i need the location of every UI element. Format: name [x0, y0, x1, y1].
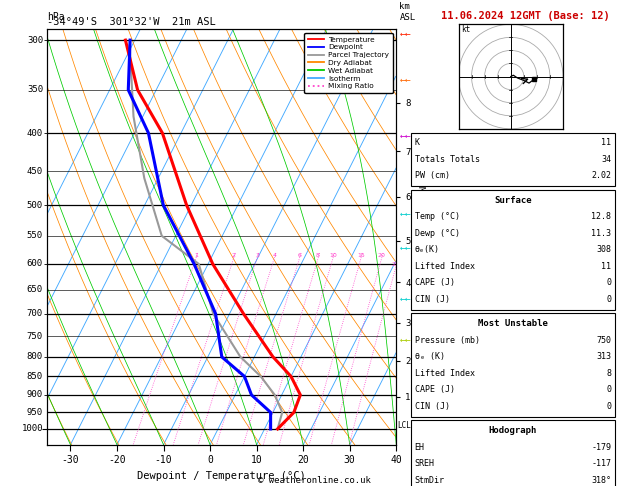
Text: 600: 600	[27, 260, 43, 268]
Text: 0: 0	[606, 385, 611, 394]
Text: StmDir: StmDir	[415, 476, 445, 485]
Text: km
ASL: km ASL	[399, 2, 416, 22]
Text: Dewp (°C): Dewp (°C)	[415, 229, 460, 238]
Text: ←←: ←←	[399, 335, 411, 345]
Text: Temp (°C): Temp (°C)	[415, 212, 460, 221]
Text: kt: kt	[461, 25, 470, 34]
Text: 6: 6	[298, 253, 301, 258]
Text: 800: 800	[27, 352, 43, 362]
Text: 450: 450	[27, 167, 43, 175]
Text: Hodograph: Hodograph	[489, 426, 537, 435]
Text: 313: 313	[596, 352, 611, 361]
Y-axis label: Mixing Ratio (g/kg): Mixing Ratio (g/kg)	[416, 186, 425, 288]
Text: LCL: LCL	[397, 421, 411, 430]
Text: PW (cm): PW (cm)	[415, 172, 450, 180]
Text: 11: 11	[601, 139, 611, 147]
Text: 300: 300	[27, 35, 43, 45]
Text: 500: 500	[27, 201, 43, 209]
Text: ←←: ←←	[399, 75, 411, 85]
Text: Lifted Index: Lifted Index	[415, 369, 474, 378]
Text: 900: 900	[27, 390, 43, 399]
Text: -34°49'S  301°32'W  21m ASL: -34°49'S 301°32'W 21m ASL	[47, 17, 216, 27]
Text: 25: 25	[392, 262, 400, 267]
Text: Pressure (mb): Pressure (mb)	[415, 336, 479, 345]
Text: 850: 850	[27, 372, 43, 381]
Text: 0: 0	[606, 295, 611, 304]
Text: 8: 8	[316, 253, 320, 258]
Text: Totals Totals: Totals Totals	[415, 155, 479, 164]
Text: 350: 350	[27, 86, 43, 94]
Text: © weatheronline.co.uk: © weatheronline.co.uk	[258, 476, 371, 485]
Text: 400: 400	[27, 128, 43, 138]
Text: 15: 15	[357, 253, 365, 258]
Text: 11.06.2024 12GMT (Base: 12): 11.06.2024 12GMT (Base: 12)	[441, 11, 610, 21]
Text: ←←: ←←	[399, 294, 411, 304]
Text: 950: 950	[27, 408, 43, 417]
Text: 4: 4	[272, 253, 276, 258]
Text: θₑ(K): θₑ(K)	[415, 245, 440, 254]
Text: 318°: 318°	[591, 476, 611, 485]
Text: Most Unstable: Most Unstable	[478, 319, 548, 328]
Text: 11.3: 11.3	[591, 229, 611, 238]
Text: 20: 20	[377, 253, 386, 258]
Text: 11: 11	[601, 262, 611, 271]
Text: CIN (J): CIN (J)	[415, 295, 450, 304]
Text: θₑ (K): θₑ (K)	[415, 352, 445, 361]
Text: 12.8: 12.8	[591, 212, 611, 221]
Text: -117: -117	[591, 459, 611, 468]
Text: 650: 650	[27, 285, 43, 295]
Legend: Temperature, Dewpoint, Parcel Trajectory, Dry Adiabat, Wet Adiabat, Isotherm, Mi: Temperature, Dewpoint, Parcel Trajectory…	[304, 33, 392, 93]
Text: K: K	[415, 139, 420, 147]
Text: SREH: SREH	[415, 459, 435, 468]
Text: 3: 3	[255, 253, 259, 258]
Text: 8: 8	[606, 369, 611, 378]
Text: 750: 750	[596, 336, 611, 345]
Text: 0: 0	[606, 402, 611, 411]
Text: 750: 750	[27, 331, 43, 341]
Text: 1000: 1000	[21, 424, 43, 434]
Text: Surface: Surface	[494, 196, 532, 205]
Text: hPa: hPa	[47, 12, 65, 22]
Text: ←←: ←←	[399, 243, 411, 253]
Text: CIN (J): CIN (J)	[415, 402, 450, 411]
Text: ←←: ←←	[399, 209, 411, 219]
X-axis label: Dewpoint / Temperature (°C): Dewpoint / Temperature (°C)	[137, 470, 306, 481]
Text: 1: 1	[194, 253, 198, 258]
Text: ←←: ←←	[399, 29, 411, 39]
Text: ←←: ←←	[399, 131, 411, 141]
Text: 2: 2	[231, 253, 236, 258]
Text: 10: 10	[329, 253, 337, 258]
Text: Lifted Index: Lifted Index	[415, 262, 474, 271]
Text: 550: 550	[27, 231, 43, 241]
Text: 308: 308	[596, 245, 611, 254]
Text: CAPE (J): CAPE (J)	[415, 278, 455, 287]
Text: 2.02: 2.02	[591, 172, 611, 180]
Text: CAPE (J): CAPE (J)	[415, 385, 455, 394]
Text: 0: 0	[606, 278, 611, 287]
Text: 700: 700	[27, 309, 43, 318]
Text: -179: -179	[591, 443, 611, 451]
Text: EH: EH	[415, 443, 425, 451]
Text: 34: 34	[601, 155, 611, 164]
